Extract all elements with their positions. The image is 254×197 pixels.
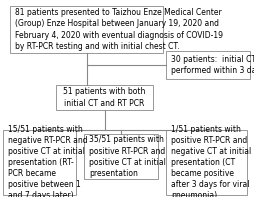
Text: 35/51 patients with
positive RT-PCR and
positive CT at initial
presentation: 35/51 patients with positive RT-PCR and … — [89, 136, 165, 178]
FancyBboxPatch shape — [3, 130, 76, 195]
Text: 51 patients with both
initial CT and RT PCR: 51 patients with both initial CT and RT … — [63, 87, 145, 108]
Text: 1/51 patients with
positive RT-PCR and
negative CT at initial
presentation (CT
b: 1/51 patients with positive RT-PCR and n… — [170, 125, 250, 197]
FancyBboxPatch shape — [165, 130, 246, 195]
FancyBboxPatch shape — [165, 51, 249, 79]
Text: 81 patients presented to Taizhou Enze Medical Center
(Group) Enze Hospital betwe: 81 patients presented to Taizhou Enze Me… — [15, 8, 223, 51]
FancyBboxPatch shape — [84, 134, 157, 179]
Text: 30 patients:  initial CT not
performed within 3 days of RT-PCR: 30 patients: initial CT not performed wi… — [170, 55, 254, 75]
FancyBboxPatch shape — [56, 85, 152, 110]
Text: 15/51 patients with
negative RT-PCR and
positive CT at initial
presentation (RT-: 15/51 patients with negative RT-PCR and … — [8, 125, 87, 197]
FancyBboxPatch shape — [10, 6, 163, 53]
